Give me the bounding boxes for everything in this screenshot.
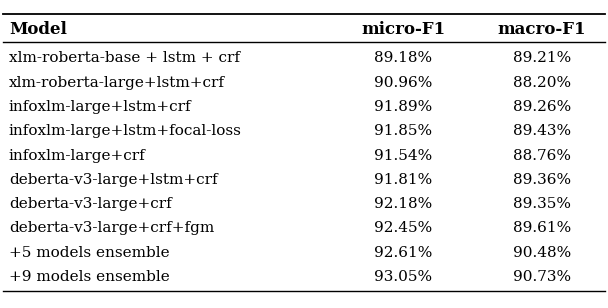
Text: 90.73%: 90.73% <box>513 270 571 284</box>
Text: deberta-v3-large+crf: deberta-v3-large+crf <box>9 197 171 211</box>
Text: infoxlm-large+lstm+crf: infoxlm-large+lstm+crf <box>9 100 192 114</box>
Text: 91.89%: 91.89% <box>375 100 432 114</box>
Text: +5 models ensemble: +5 models ensemble <box>9 246 170 260</box>
Text: 89.36%: 89.36% <box>513 173 571 187</box>
Text: infoxlm-large+crf: infoxlm-large+crf <box>9 148 145 163</box>
Text: 89.26%: 89.26% <box>513 100 571 114</box>
Text: 91.85%: 91.85% <box>375 124 432 138</box>
Text: infoxlm-large+lstm+focal-loss: infoxlm-large+lstm+focal-loss <box>9 124 241 138</box>
Text: 91.81%: 91.81% <box>375 173 432 187</box>
Text: 92.61%: 92.61% <box>374 246 432 260</box>
Text: deberta-v3-large+crf+fgm: deberta-v3-large+crf+fgm <box>9 221 214 235</box>
Text: 89.43%: 89.43% <box>513 124 571 138</box>
Text: 89.18%: 89.18% <box>375 51 432 65</box>
Text: 92.18%: 92.18% <box>375 197 432 211</box>
Text: micro-F1: micro-F1 <box>361 21 446 38</box>
Text: 91.54%: 91.54% <box>375 148 432 163</box>
Text: 88.20%: 88.20% <box>513 75 571 90</box>
Text: 90.96%: 90.96% <box>374 75 432 90</box>
Text: xlm-roberta-base + lstm + crf: xlm-roberta-base + lstm + crf <box>9 51 240 65</box>
Text: 93.05%: 93.05% <box>375 270 432 284</box>
Text: 90.48%: 90.48% <box>513 246 571 260</box>
Text: Model: Model <box>9 21 67 38</box>
Text: 88.76%: 88.76% <box>513 148 571 163</box>
Text: 89.21%: 89.21% <box>513 51 571 65</box>
Text: xlm-roberta-large+lstm+crf: xlm-roberta-large+lstm+crf <box>9 75 225 90</box>
Text: 89.61%: 89.61% <box>513 221 571 235</box>
Text: macro-F1: macro-F1 <box>498 21 586 38</box>
Text: 89.35%: 89.35% <box>513 197 571 211</box>
Text: deberta-v3-large+lstm+crf: deberta-v3-large+lstm+crf <box>9 173 218 187</box>
Text: +9 models ensemble: +9 models ensemble <box>9 270 170 284</box>
Text: 92.45%: 92.45% <box>375 221 432 235</box>
